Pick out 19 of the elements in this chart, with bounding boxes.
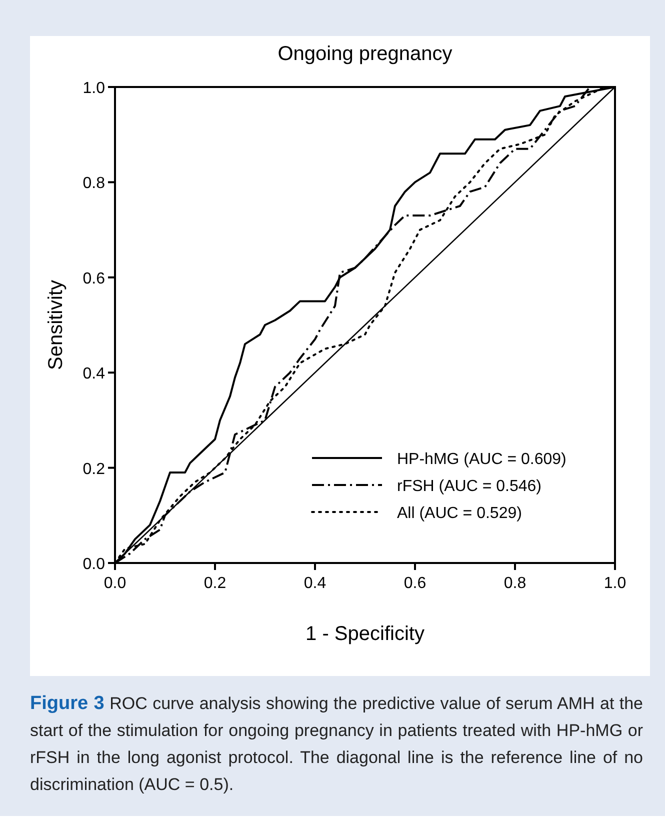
x-tick-label: 0.0 bbox=[104, 575, 126, 592]
x-axis-title: 1 - Specificity bbox=[306, 623, 424, 645]
y-tick-label: 0.8 bbox=[82, 175, 106, 192]
y-tick-label: 0.0 bbox=[82, 556, 106, 573]
y-tick-label: 0.6 bbox=[82, 270, 106, 288]
x-tick-label: 0.6 bbox=[404, 575, 426, 592]
x-tick-label: 0.8 bbox=[504, 575, 526, 592]
y-axis-title: Sensitivity bbox=[45, 280, 67, 370]
y-tick-label: 0.4 bbox=[82, 366, 106, 383]
y-tick-label: 0.2 bbox=[82, 460, 106, 478]
caption: Figure 3 ROC curve analysis showing the predictive value of serum AMH at the start of the stimulation for ongoing pregnancy in patients treated with HP-hMG or rFSH in the long agonist protocol. The diagonal line is the reference line of no discrimination (AUC = 0.5). bbox=[30, 692, 643, 796]
x-tick-label: 1.0 bbox=[604, 575, 626, 592]
x-tick-label: 0.2 bbox=[204, 575, 226, 592]
legend-label: HP-hMG (AUC = 0.609) bbox=[397, 451, 566, 468]
chart-title: Ongoing pregnancy bbox=[278, 43, 452, 65]
x-tick-label: 0.4 bbox=[304, 575, 326, 592]
y-tick-label: 1.0 bbox=[82, 80, 106, 97]
legend-label: rFSH (AUC = 0.546) bbox=[397, 478, 542, 495]
legend-label: All (AUC = 0.529) bbox=[397, 505, 522, 522]
